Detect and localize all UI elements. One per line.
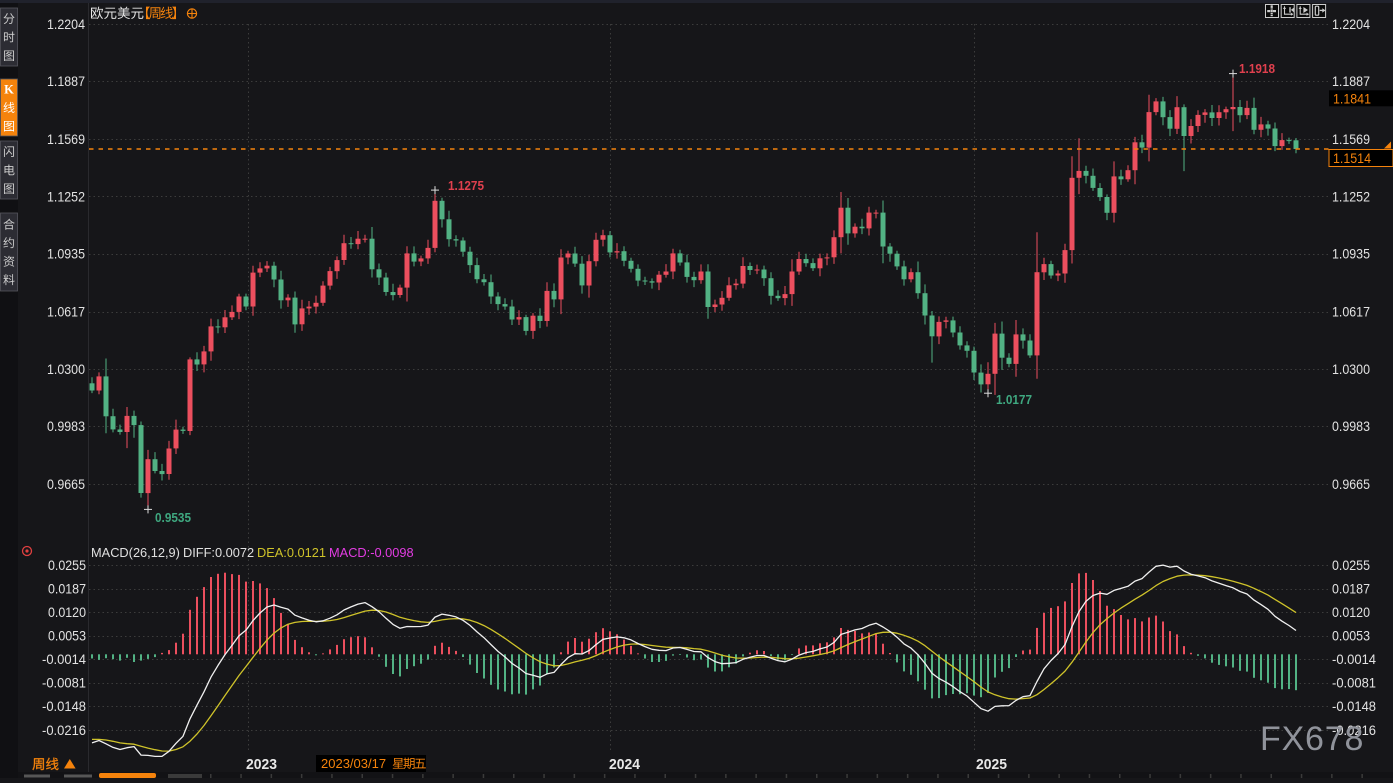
svg-text:0.0187: 0.0187 [48,581,86,597]
svg-text:1.1918: 1.1918 [1239,62,1275,76]
svg-text:1.1252: 1.1252 [47,188,85,204]
svg-text:1.0617: 1.0617 [47,303,85,319]
svg-text:0.0255: 0.0255 [1332,557,1370,573]
svg-text:1.1252: 1.1252 [1332,188,1370,204]
svg-text:MACD:-0.0098: MACD:-0.0098 [329,545,414,560]
svg-text:1.1887: 1.1887 [47,73,85,89]
svg-text:FX678: FX678 [1260,720,1364,758]
svg-text:DIFF:0.0072: DIFF:0.0072 [183,545,254,560]
svg-text:0.9983: 0.9983 [1332,418,1370,434]
svg-text:1.2204: 1.2204 [1332,16,1370,32]
svg-text:-0.0148: -0.0148 [42,698,86,714]
svg-text:-0.0148: -0.0148 [1332,698,1376,714]
svg-text:1.1887: 1.1887 [1332,73,1370,89]
svg-text:-0.0014: -0.0014 [1332,651,1376,667]
svg-text:1.0300: 1.0300 [47,361,85,377]
svg-text:0.9665: 0.9665 [1332,476,1370,492]
svg-text:1.1841: 1.1841 [1333,91,1371,106]
svg-text:0.9535: 0.9535 [155,511,191,525]
svg-text:0.0053: 0.0053 [1332,628,1370,644]
svg-text:0.9983: 0.9983 [47,418,85,434]
svg-text:0.9665: 0.9665 [47,476,85,492]
svg-text:1.0177: 1.0177 [996,393,1032,407]
svg-text:1.1275: 1.1275 [448,179,484,193]
svg-text:1.0935: 1.0935 [1332,246,1370,262]
svg-text:1.2204: 1.2204 [47,16,85,32]
svg-text:2023: 2023 [246,756,277,773]
svg-text:0.0187: 0.0187 [1332,581,1370,597]
svg-text:DEA:0.0121: DEA:0.0121 [257,545,326,560]
svg-text:1.0300: 1.0300 [1332,361,1370,377]
svg-text:-0.0216: -0.0216 [1332,722,1376,738]
svg-text:1.0617: 1.0617 [1332,303,1370,319]
svg-text:2023/03/17: 2023/03/17 [321,756,386,771]
svg-text:-0.0081: -0.0081 [42,675,86,691]
svg-text:0.0120: 0.0120 [48,604,86,620]
svg-text:1.1569: 1.1569 [1332,131,1370,147]
svg-text:0.0255: 0.0255 [48,557,86,573]
svg-text:1.0935: 1.0935 [47,246,85,262]
svg-text:2024: 2024 [609,756,641,773]
svg-text:-0.0081: -0.0081 [1332,675,1376,691]
svg-text:1.1514: 1.1514 [1333,151,1371,166]
svg-text:2025: 2025 [976,756,1007,773]
svg-text:K: K [4,83,14,97]
svg-text:-0.0216: -0.0216 [42,722,86,738]
svg-text:1.1569: 1.1569 [47,131,85,147]
svg-text:MACD(26,12,9): MACD(26,12,9) [91,545,180,560]
svg-text:0.0053: 0.0053 [48,628,86,644]
svg-text:0.0120: 0.0120 [1332,604,1370,620]
svg-text:-0.0014: -0.0014 [42,651,86,667]
